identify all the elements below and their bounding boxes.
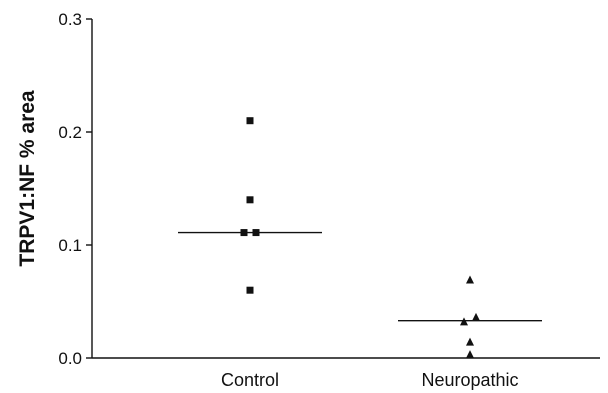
y-tick-label: 0.1 [58, 236, 82, 255]
y-tick-label: 0.3 [58, 10, 82, 29]
x-category-label: Control [221, 370, 279, 390]
data-point-triangle [466, 275, 474, 284]
data-point-square [246, 286, 254, 294]
data-point-square [246, 196, 254, 204]
y-tick-label: 0.0 [58, 349, 82, 368]
y-ticks: 0.0 0.1 0.2 0.3 [58, 10, 92, 368]
y-axis-title: TRPV1:NF % area [16, 90, 39, 267]
x-category-label: Neuropathic [421, 370, 518, 390]
data-point-triangle [466, 350, 474, 359]
median-lines [178, 231, 542, 322]
data-points [240, 117, 480, 359]
data-point-triangle [472, 312, 480, 321]
y-tick-label: 0.2 [58, 123, 82, 142]
data-point-triangle [466, 337, 474, 346]
category-labels: Control Neuropathic [221, 370, 519, 390]
data-point-square [246, 117, 254, 125]
